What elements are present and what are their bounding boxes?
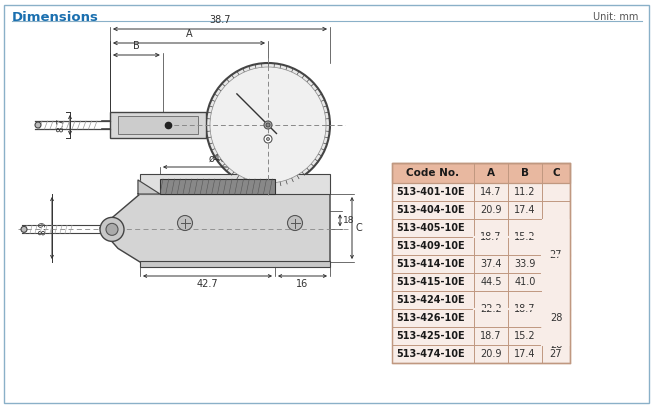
Text: 16: 16 — [296, 279, 309, 289]
Text: ø40: ø40 — [209, 154, 226, 164]
Bar — [542, 291, 570, 345]
Text: A: A — [186, 29, 192, 39]
Circle shape — [106, 223, 118, 235]
Circle shape — [100, 217, 124, 241]
Circle shape — [177, 215, 192, 230]
Text: 8.9: 8.9 — [38, 221, 47, 235]
Circle shape — [288, 215, 303, 230]
Text: 41.0: 41.0 — [514, 277, 536, 287]
Bar — [392, 219, 570, 237]
Text: 18.7: 18.7 — [480, 232, 502, 242]
Text: 22.2: 22.2 — [480, 304, 502, 314]
Text: 15.2: 15.2 — [514, 331, 536, 341]
Text: 513-415-10E: 513-415-10E — [396, 277, 464, 287]
Text: 513-425-10E: 513-425-10E — [396, 331, 464, 341]
Text: 27: 27 — [550, 250, 562, 260]
Circle shape — [35, 122, 41, 128]
Text: 20.9: 20.9 — [480, 205, 502, 215]
Text: 28: 28 — [550, 304, 562, 314]
Bar — [392, 327, 570, 345]
Text: 42.7: 42.7 — [197, 279, 218, 289]
Text: Unit: mm: Unit: mm — [593, 12, 638, 22]
Circle shape — [264, 121, 272, 129]
Text: 513-404-10E: 513-404-10E — [396, 205, 464, 215]
Text: 17.4: 17.4 — [514, 205, 536, 215]
Text: 28: 28 — [550, 313, 562, 323]
Bar — [160, 179, 275, 194]
Text: 513-424-10E: 513-424-10E — [396, 295, 464, 305]
Bar — [542, 219, 570, 291]
Text: 27: 27 — [550, 349, 562, 359]
Text: C: C — [356, 223, 363, 233]
Text: 38.7: 38.7 — [209, 15, 231, 25]
Circle shape — [266, 138, 269, 140]
Text: 20.9: 20.9 — [480, 349, 502, 359]
Circle shape — [21, 226, 27, 232]
Polygon shape — [138, 180, 160, 194]
Bar — [392, 273, 570, 291]
Text: B: B — [521, 168, 529, 178]
Bar — [110, 112, 206, 138]
Text: 513-409-10E: 513-409-10E — [396, 241, 464, 251]
Text: 14.7: 14.7 — [480, 187, 502, 197]
Text: 28: 28 — [550, 340, 562, 350]
Circle shape — [206, 63, 330, 187]
Circle shape — [264, 135, 272, 143]
Text: 17.4: 17.4 — [514, 349, 536, 359]
Bar — [392, 163, 570, 363]
Bar — [118, 116, 198, 134]
Bar — [392, 255, 570, 273]
Polygon shape — [100, 194, 330, 262]
Text: 513-426-10E: 513-426-10E — [396, 313, 464, 323]
Text: 18.7: 18.7 — [514, 304, 536, 314]
Bar — [392, 183, 570, 201]
Text: 33.9: 33.9 — [514, 259, 536, 269]
Text: 37.4: 37.4 — [480, 259, 502, 269]
Bar — [140, 174, 330, 194]
Circle shape — [210, 67, 326, 183]
Text: 513-401-10E: 513-401-10E — [396, 187, 464, 197]
Text: 11.2: 11.2 — [514, 187, 536, 197]
Text: 513-474-10E: 513-474-10E — [396, 349, 464, 359]
Text: 15.2: 15.2 — [514, 232, 536, 242]
Text: 18.7: 18.7 — [480, 331, 502, 341]
Bar — [392, 163, 570, 183]
Text: 44.5: 44.5 — [480, 277, 502, 287]
Bar — [140, 261, 330, 267]
Bar — [392, 201, 570, 219]
Text: 18: 18 — [343, 216, 354, 225]
Text: C: C — [552, 168, 560, 178]
Text: 27: 27 — [550, 250, 562, 260]
Bar — [392, 163, 570, 363]
Bar — [392, 345, 570, 363]
Bar — [392, 291, 570, 309]
Text: Dimensions: Dimensions — [12, 11, 99, 24]
Text: 513-414-10E: 513-414-10E — [396, 259, 464, 269]
Bar — [392, 309, 570, 327]
Text: B: B — [133, 41, 140, 51]
Text: 8.7: 8.7 — [56, 118, 65, 132]
Circle shape — [266, 123, 270, 127]
Text: A: A — [487, 168, 495, 178]
Bar — [392, 237, 570, 255]
Text: Code No.: Code No. — [406, 168, 460, 178]
Text: 513-405-10E: 513-405-10E — [396, 223, 464, 233]
